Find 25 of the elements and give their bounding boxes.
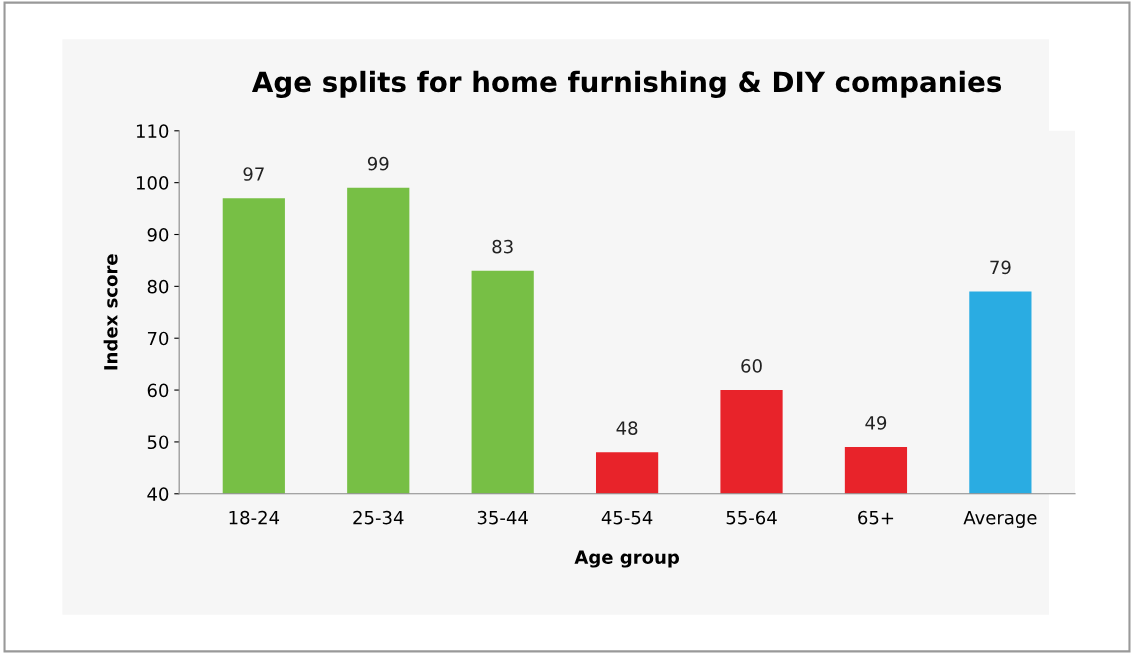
y-tick-label: 100 [136, 176, 169, 190]
y-tick-label: 80 [147, 279, 169, 294]
data-label: 99 [367, 156, 389, 171]
y-tick-label: 60 [147, 383, 169, 398]
x-tick-label: 18-24 [229, 510, 280, 525]
data-label: 97 [243, 167, 264, 181]
y-tick-label: 50 [147, 435, 169, 450]
y-tick-label: 70 [147, 331, 169, 346]
y-tick-label: 110 [136, 124, 169, 138]
data-label: 79 [990, 260, 1011, 275]
x-tick-label: Average [963, 510, 1037, 528]
x-axis-title: Age group [574, 550, 680, 568]
data-label: 49 [865, 416, 887, 430]
y-tick-label: 40 [147, 487, 169, 501]
data-label: 48 [616, 421, 638, 435]
x-tick-label: 45-54 [601, 510, 653, 525]
x-tick-label: 35-44 [477, 510, 528, 525]
data-label: 83 [492, 239, 513, 254]
y-axis-title: Index score [103, 254, 118, 370]
chart-title: Age splits for home furnishing & DIY companies [251, 70, 1002, 98]
x-tick-label: 55-64 [726, 510, 777, 525]
y-tick-label: 90 [147, 227, 169, 242]
x-tick-label: 65+ [858, 510, 894, 525]
data-label: 60 [741, 359, 762, 373]
x-tick-label: 25-34 [353, 510, 404, 525]
